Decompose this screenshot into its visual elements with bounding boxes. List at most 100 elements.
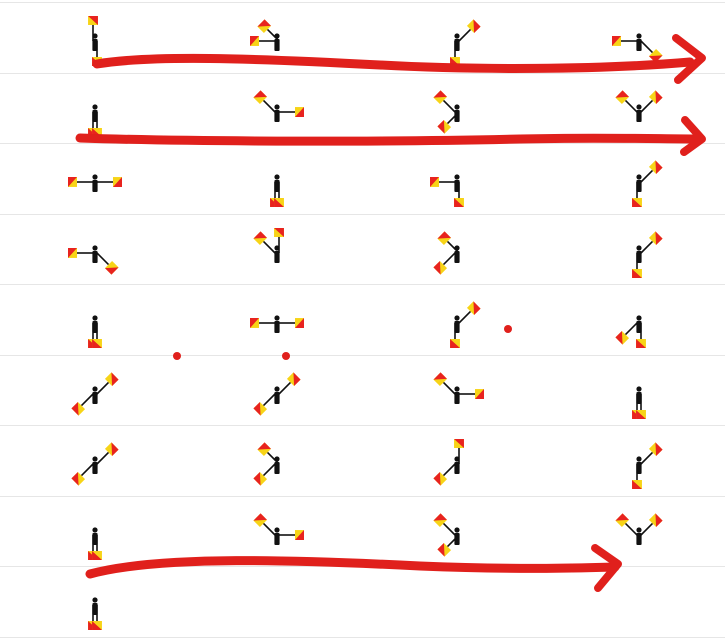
semaphore-signal <box>425 367 489 411</box>
row-divider <box>0 566 725 567</box>
semaphore-figure-icon <box>612 33 663 63</box>
figure-head <box>636 385 642 392</box>
semaphore-figure-icon <box>433 89 460 134</box>
flag-red-half <box>648 55 663 63</box>
flag-red-half <box>454 439 464 448</box>
arm-staff <box>266 28 280 42</box>
annotation-dot <box>173 352 181 360</box>
semaphore-figure-icon <box>632 385 646 419</box>
semaphore-signal <box>425 508 489 557</box>
semaphore-signal <box>63 85 127 137</box>
flag-red-half <box>68 247 77 258</box>
flag-red-half <box>473 301 481 316</box>
arm-staff <box>80 463 94 477</box>
arm-staff <box>640 99 654 113</box>
figure-body <box>274 532 280 545</box>
semaphore-signal <box>245 226 309 270</box>
arm-staff <box>80 392 94 406</box>
figure-body <box>636 109 642 122</box>
flag-red-half <box>437 542 445 557</box>
row-divider <box>0 214 725 215</box>
flag-red-half <box>454 198 464 207</box>
flag-red-half <box>293 371 301 386</box>
arm-staff <box>442 251 456 265</box>
flag-red-half <box>253 401 261 416</box>
arm-staff <box>442 463 456 477</box>
semaphore-figure-icon <box>632 230 663 278</box>
flag-red-half <box>274 227 284 237</box>
semaphore-signal <box>607 437 671 489</box>
semaphore-figure-icon <box>430 174 464 207</box>
arm-staff <box>262 463 276 477</box>
flag-red-half <box>615 89 630 98</box>
figure-body <box>92 180 98 192</box>
flag-red-half <box>655 160 663 175</box>
figure-head <box>274 103 280 110</box>
figure-head <box>92 103 98 110</box>
semaphore-figure-icon <box>632 160 663 207</box>
flag-red-half <box>473 19 481 34</box>
semaphore-signal <box>63 367 127 416</box>
figure-head <box>454 33 460 39</box>
figure-head <box>92 244 98 251</box>
flag-red-half <box>295 106 304 117</box>
arm-staff <box>96 451 110 465</box>
semaphore-figure-icon <box>450 19 481 66</box>
figure-head <box>274 526 280 533</box>
semaphore-figure-icon <box>88 315 102 348</box>
flag-red-half <box>253 230 268 239</box>
figure-body <box>274 39 280 51</box>
figure-body <box>274 462 280 474</box>
figure-head <box>636 456 642 462</box>
flag-red-half <box>655 442 663 457</box>
figure-head <box>454 174 460 180</box>
arm-staff <box>442 522 456 536</box>
semaphore-figure-icon <box>433 371 484 404</box>
flag-red-half <box>655 512 663 527</box>
row-divider <box>0 355 725 356</box>
figure-head <box>454 103 460 110</box>
figure-body <box>636 532 642 545</box>
flag-red-half <box>92 339 102 348</box>
figure-body <box>454 462 460 474</box>
annotation-dot <box>504 325 512 333</box>
flag-red-half <box>257 19 272 27</box>
semaphore-figure-icon <box>253 89 304 122</box>
semaphore-figure-icon <box>68 174 122 192</box>
flag-red-half <box>111 442 119 457</box>
figure-head <box>274 385 280 392</box>
figure-head <box>636 103 642 110</box>
semaphore-figure-icon <box>71 371 119 416</box>
arm-staff <box>624 99 638 113</box>
figure-head <box>92 597 98 603</box>
arm-staff <box>442 381 456 395</box>
flag-red-half <box>88 16 98 25</box>
arm-staff <box>640 40 654 54</box>
figure-head <box>454 526 460 533</box>
figure-head <box>636 33 642 39</box>
arrow-shaft <box>92 53 695 73</box>
figure-body <box>274 321 280 333</box>
figure-head <box>454 315 460 321</box>
semaphore-figure-icon <box>68 244 119 275</box>
figure-head <box>636 174 642 180</box>
semaphore-figure-icon <box>433 230 460 275</box>
arm-staff <box>624 522 638 536</box>
semaphore-signal <box>245 85 309 129</box>
semaphore-figure-icon <box>250 315 304 333</box>
flag-red-half <box>253 512 268 521</box>
semaphore-figure-icon <box>615 512 663 545</box>
figure-head <box>454 385 460 392</box>
flag-red-half <box>437 230 452 239</box>
semaphore-signal <box>607 85 671 129</box>
semaphore-signal <box>607 367 671 419</box>
semaphore-figure-icon <box>615 315 646 348</box>
figure-body <box>274 391 280 404</box>
figure-head <box>636 526 642 533</box>
semaphore-signal <box>245 14 309 58</box>
arm-staff <box>266 451 280 465</box>
semaphore-signal <box>425 296 489 348</box>
arm-staff <box>262 99 276 113</box>
semaphore-figure-icon <box>88 103 102 137</box>
